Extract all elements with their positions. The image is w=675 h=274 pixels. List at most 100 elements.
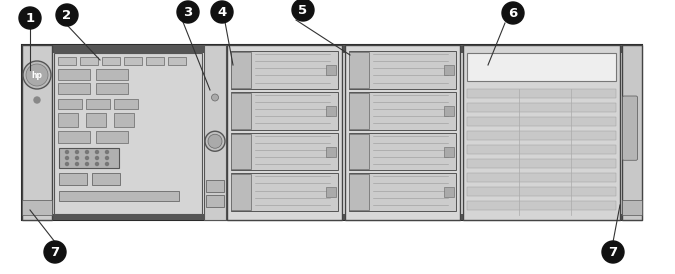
Bar — [467, 89, 616, 98]
Bar — [326, 147, 336, 156]
Bar — [102, 57, 120, 65]
Bar — [58, 131, 90, 143]
Circle shape — [86, 150, 88, 153]
Bar — [231, 133, 338, 170]
Bar — [467, 159, 616, 168]
Bar — [206, 180, 224, 192]
Bar — [59, 173, 87, 185]
Bar — [58, 99, 82, 109]
Bar — [96, 131, 128, 143]
Bar — [124, 57, 142, 65]
Bar — [349, 133, 369, 169]
Text: hp: hp — [32, 71, 43, 80]
Bar — [444, 65, 454, 75]
Circle shape — [65, 150, 68, 153]
Circle shape — [65, 162, 68, 165]
Bar — [168, 57, 186, 65]
Bar — [231, 133, 251, 169]
Bar — [231, 174, 251, 210]
Circle shape — [95, 150, 99, 153]
Circle shape — [602, 241, 624, 263]
Circle shape — [211, 1, 233, 23]
Bar — [349, 51, 456, 89]
Bar — [622, 200, 642, 215]
Bar — [58, 69, 90, 80]
Circle shape — [44, 241, 66, 263]
Bar — [59, 148, 119, 168]
Bar — [22, 45, 52, 220]
Text: 6: 6 — [508, 7, 518, 20]
Bar — [231, 93, 251, 129]
Circle shape — [502, 2, 524, 24]
Bar — [467, 53, 616, 81]
Bar — [206, 195, 224, 207]
Circle shape — [292, 0, 314, 21]
Bar — [467, 201, 616, 210]
Circle shape — [105, 162, 109, 165]
Bar — [463, 45, 620, 220]
Bar — [349, 133, 456, 170]
Bar — [227, 45, 342, 220]
Text: 5: 5 — [298, 4, 308, 17]
Bar — [467, 145, 616, 154]
Circle shape — [26, 64, 48, 86]
Bar — [467, 117, 616, 126]
Bar — [22, 200, 52, 215]
Bar — [467, 173, 616, 182]
Text: 3: 3 — [184, 6, 192, 19]
Circle shape — [86, 162, 88, 165]
Bar — [86, 113, 106, 127]
Bar — [349, 52, 369, 88]
FancyBboxPatch shape — [622, 96, 637, 160]
Circle shape — [211, 94, 219, 101]
Bar — [349, 173, 456, 211]
Circle shape — [205, 131, 225, 151]
Bar — [622, 45, 642, 220]
Bar — [326, 187, 336, 197]
Circle shape — [86, 156, 88, 159]
Circle shape — [105, 156, 109, 159]
Bar — [467, 131, 616, 140]
Circle shape — [76, 162, 78, 165]
Bar — [22, 45, 642, 220]
Bar — [59, 191, 179, 201]
Circle shape — [23, 61, 51, 89]
Circle shape — [76, 150, 78, 153]
Circle shape — [65, 156, 68, 159]
Bar — [345, 45, 460, 220]
Circle shape — [76, 156, 78, 159]
Bar — [22, 45, 642, 53]
Bar — [58, 83, 90, 94]
Circle shape — [105, 150, 109, 153]
Bar — [467, 187, 616, 196]
Bar — [349, 92, 456, 130]
Text: 1: 1 — [26, 12, 34, 25]
Bar — [467, 103, 616, 112]
Bar — [326, 106, 336, 116]
Bar — [58, 57, 76, 65]
Circle shape — [208, 134, 222, 148]
Bar — [326, 65, 336, 75]
Bar — [349, 174, 369, 210]
Circle shape — [56, 4, 78, 26]
Circle shape — [95, 156, 99, 159]
Bar — [231, 173, 338, 211]
Bar — [444, 187, 454, 197]
Bar — [22, 214, 642, 220]
Bar — [58, 113, 78, 127]
Bar — [146, 57, 164, 65]
Bar — [54, 53, 202, 214]
Circle shape — [19, 7, 41, 29]
Text: 4: 4 — [217, 6, 227, 19]
Bar — [96, 83, 128, 94]
Bar — [80, 57, 98, 65]
Bar — [231, 52, 251, 88]
Bar — [444, 106, 454, 116]
Bar — [231, 51, 338, 89]
Bar — [231, 92, 338, 130]
Text: 7: 7 — [608, 246, 618, 259]
Circle shape — [95, 162, 99, 165]
Bar — [92, 173, 120, 185]
Circle shape — [34, 97, 40, 103]
Bar — [96, 69, 128, 80]
